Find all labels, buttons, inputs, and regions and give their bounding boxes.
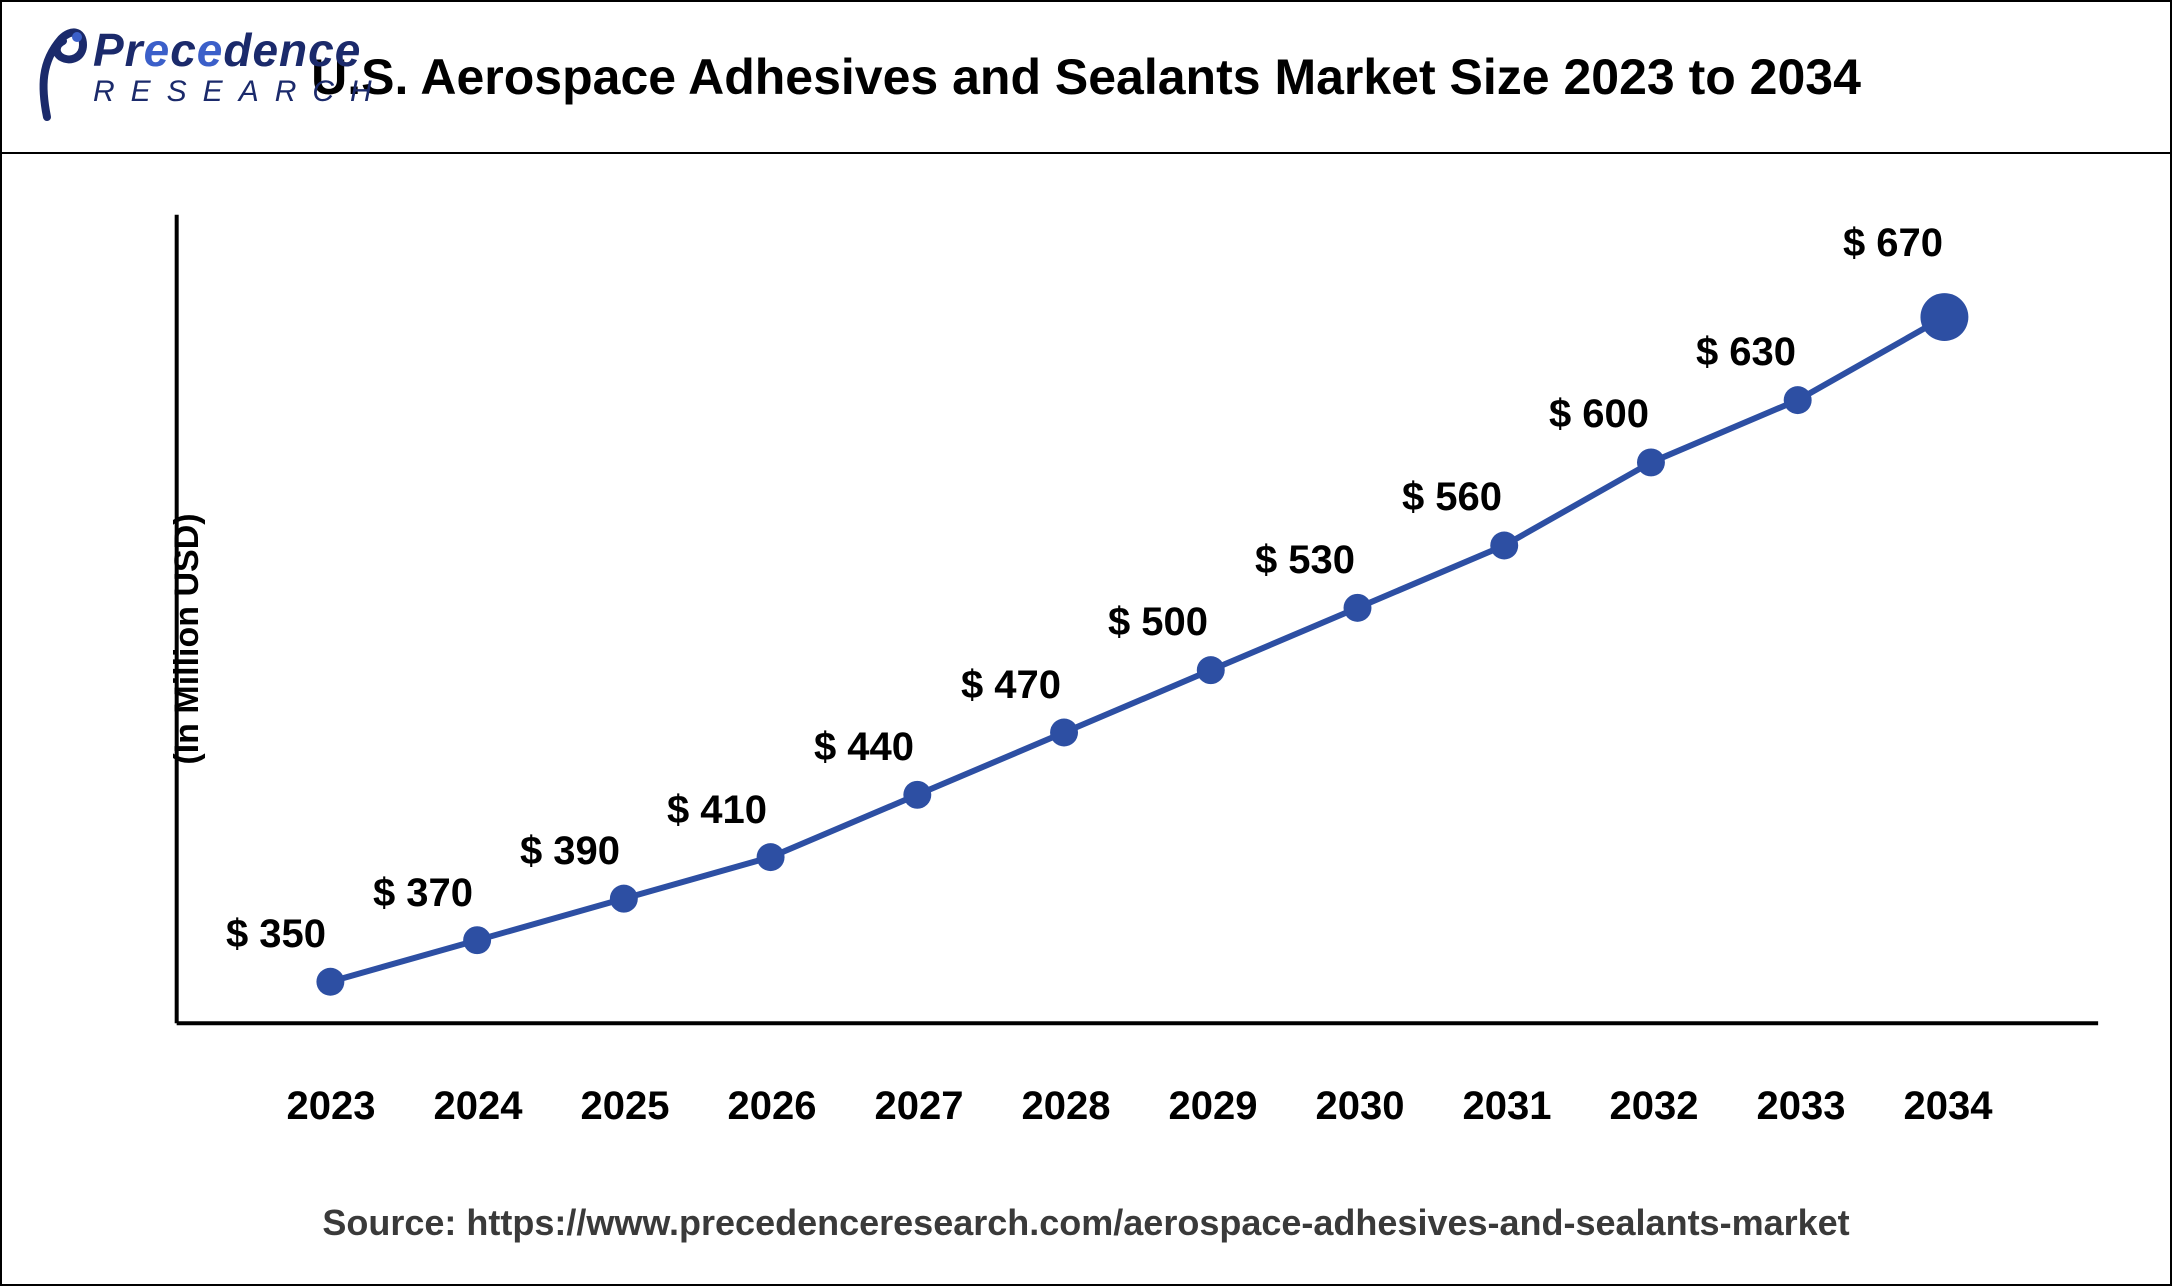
x-tick-label: 2028 [1022, 1084, 1111, 1129]
point-value-label: $ 670 [1843, 221, 1943, 266]
x-tick-label: 2030 [1316, 1084, 1405, 1129]
x-tick-label: 2034 [1904, 1084, 1993, 1129]
point-value-label: $ 370 [373, 871, 473, 916]
chart-title: U.S. Aerospace Adhesives and Sealants Ma… [311, 48, 1861, 106]
point-value-label: $ 630 [1696, 330, 1796, 375]
x-tick-label: 2026 [728, 1084, 817, 1129]
point-value-label: $ 500 [1108, 600, 1208, 645]
chart-stage: (In Million USD) 20232024202520262027202… [2, 154, 2170, 1124]
point-value-label: $ 410 [667, 788, 767, 833]
logo-seg-2: e [144, 24, 171, 76]
point-value-label: $ 390 [520, 829, 620, 874]
logo-seg-3: c [170, 24, 197, 76]
x-tick-label: 2025 [581, 1084, 670, 1129]
page-container: Precedence RESEARCH U.S. Aerospace Adhes… [0, 0, 2172, 1286]
x-tick-label: 2033 [1757, 1084, 1846, 1129]
x-tick-label: 2029 [1169, 1084, 1258, 1129]
logo-text: Precedence RESEARCH [93, 27, 388, 107]
header: Precedence RESEARCH U.S. Aerospace Adhes… [2, 2, 2170, 154]
logo-seg-1: Pr [93, 24, 144, 76]
logo-seg-4: e [197, 24, 224, 76]
logo-word-research: RESEARCH [93, 77, 388, 107]
point-value-label: $ 350 [226, 912, 326, 957]
point-value-label: $ 530 [1255, 538, 1355, 583]
chart-source-footer: Source: https://www.precedenceresearch.c… [2, 1202, 2170, 1244]
line-chart-svg [2, 154, 2170, 1124]
x-tick-label: 2032 [1610, 1084, 1699, 1129]
point-value-label: $ 470 [961, 663, 1061, 708]
logo-seg-5: dence [223, 24, 361, 76]
point-value-label: $ 440 [814, 725, 914, 770]
x-tick-label: 2023 [287, 1084, 376, 1129]
x-tick-label: 2027 [875, 1084, 964, 1129]
logo-mark-icon [37, 27, 87, 122]
point-value-label: $ 560 [1402, 475, 1502, 520]
x-tick-label: 2024 [434, 1084, 523, 1129]
logo-word-precedence: Precedence [93, 27, 388, 73]
point-value-label: $ 600 [1549, 392, 1649, 437]
brand-logo: Precedence RESEARCH [37, 27, 388, 122]
x-tick-label: 2031 [1463, 1084, 1552, 1129]
